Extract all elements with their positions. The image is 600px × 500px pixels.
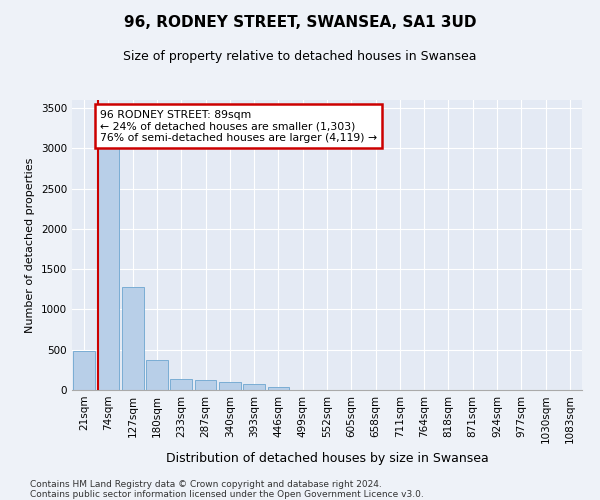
Text: 96 RODNEY STREET: 89sqm
← 24% of detached houses are smaller (1,303)
76% of semi: 96 RODNEY STREET: 89sqm ← 24% of detache… bbox=[100, 110, 377, 143]
Bar bbox=[170, 378, 192, 390]
Bar bbox=[194, 380, 217, 390]
Bar bbox=[97, 124, 119, 390]
Bar bbox=[268, 387, 289, 390]
Text: Size of property relative to detached houses in Swansea: Size of property relative to detached ho… bbox=[123, 50, 477, 63]
Bar bbox=[243, 384, 265, 390]
Text: 96, RODNEY STREET, SWANSEA, SA1 3UD: 96, RODNEY STREET, SWANSEA, SA1 3UD bbox=[124, 15, 476, 30]
Y-axis label: Number of detached properties: Number of detached properties bbox=[25, 158, 35, 332]
Bar bbox=[146, 360, 168, 390]
Text: Contains HM Land Registry data © Crown copyright and database right 2024.
Contai: Contains HM Land Registry data © Crown c… bbox=[30, 480, 424, 500]
Bar bbox=[73, 352, 95, 390]
X-axis label: Distribution of detached houses by size in Swansea: Distribution of detached houses by size … bbox=[166, 452, 488, 465]
Bar bbox=[219, 382, 241, 390]
Bar bbox=[122, 287, 143, 390]
